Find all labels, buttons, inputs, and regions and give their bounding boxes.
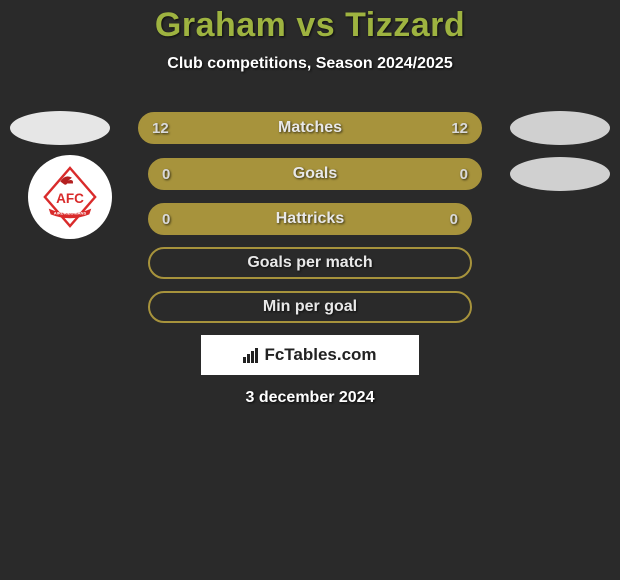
stats-rows: 12 Matches 12 AFC AIRDRIEONIANS 0 Goals <box>0 111 620 323</box>
stat-bar-goalspermatch: Goals per match <box>148 247 472 279</box>
stat-bar-hattricks: 0 Hattricks 0 <box>148 203 472 235</box>
brand-text: FcTables.com <box>264 345 376 365</box>
club-badge-right <box>510 157 610 191</box>
stat-left-value: 0 <box>162 211 170 228</box>
stat-left-value: 0 <box>162 166 170 183</box>
stat-label: Min per goal <box>150 298 470 316</box>
snapshot-date: 3 december 2024 <box>0 389 620 407</box>
stat-row: 12 Matches 12 <box>0 111 620 145</box>
brand-watermark: FcTables.com <box>201 335 419 375</box>
stat-left-value: 12 <box>152 120 169 137</box>
stat-row: Goals per match <box>0 247 620 279</box>
subtitle: Club competitions, Season 2024/2025 <box>0 55 620 73</box>
stat-row: Min per goal <box>0 291 620 323</box>
player-avatar-left <box>10 111 110 145</box>
page-title: Graham vs Tizzard <box>0 6 620 45</box>
brand-bars-icon <box>243 348 258 363</box>
stat-label: Matches <box>140 119 480 137</box>
stat-label: Hattricks <box>150 210 470 228</box>
stat-bar-goals: 0 Goals 0 <box>148 158 482 190</box>
stat-row: AFC AIRDRIEONIANS 0 Goals 0 <box>0 157 620 191</box>
stat-label: Goals per match <box>150 254 470 272</box>
stat-right-value: 0 <box>450 211 458 228</box>
stat-right-value: 0 <box>460 166 468 183</box>
player-avatar-right <box>510 111 610 145</box>
stat-row: 0 Hattricks 0 <box>0 203 620 235</box>
stat-bar-minpergoal: Min per goal <box>148 291 472 323</box>
stat-label: Goals <box>150 165 480 183</box>
stat-right-value: 12 <box>451 120 468 137</box>
stat-bar-matches: 12 Matches 12 <box>138 112 482 144</box>
